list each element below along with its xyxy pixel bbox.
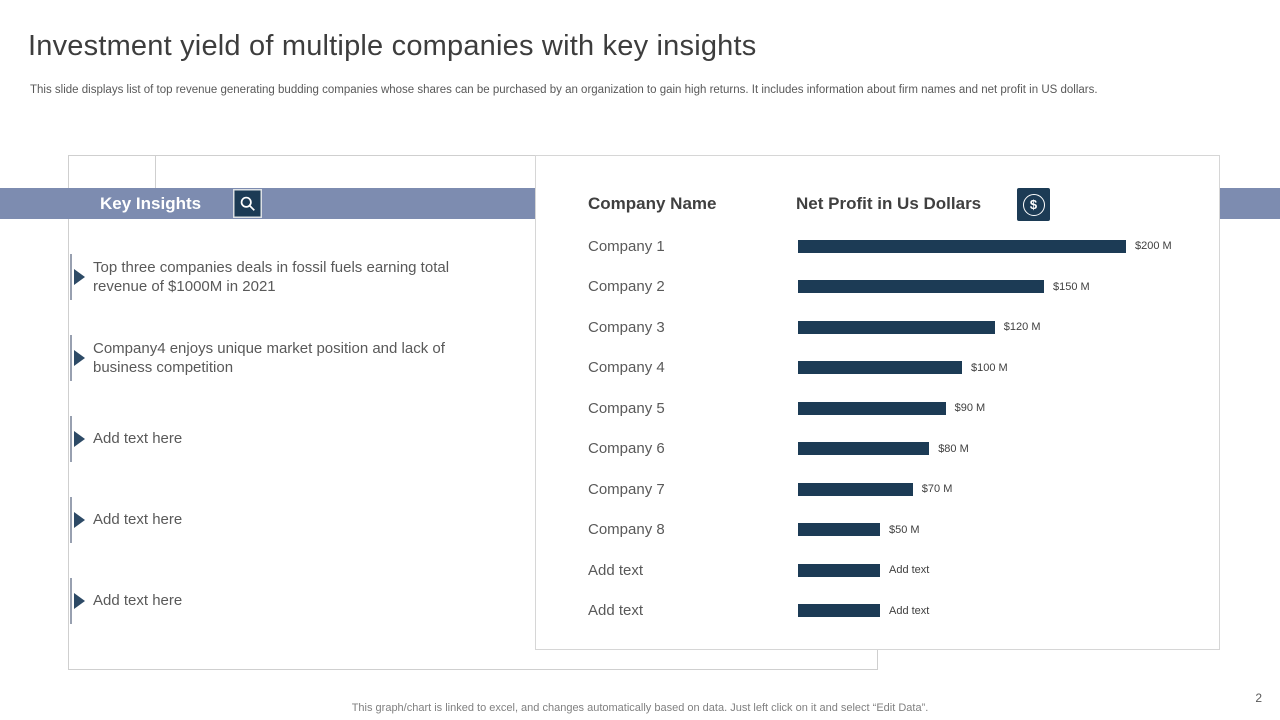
chart-header: Company Name Net Profit in Us Dollars $	[536, 188, 1219, 222]
bar-value-label: $50 M	[889, 523, 920, 536]
profit-bar	[798, 442, 930, 456]
key-insight-text: Company4 enjoys unique market position a…	[93, 339, 445, 376]
chart-row: Company 5 $90 M	[536, 388, 1219, 429]
net-profit-header: Net Profit in Us Dollars	[796, 194, 982, 213]
key-insight-text: Add text here	[93, 592, 183, 609]
company-name-header: Company Name	[588, 194, 717, 213]
profit-bar	[798, 523, 880, 537]
page-title: Investment yield of multiple companies w…	[28, 30, 757, 62]
panel-tab-divider	[155, 155, 156, 188]
profit-bar	[798, 401, 946, 415]
company-name-label: Company 4	[588, 359, 665, 377]
key-insight-text: Add text here	[93, 430, 183, 447]
chart-row: Company 8 $50 M	[536, 510, 1219, 551]
key-insight-item: Top three companies deals in fossil fuel…	[68, 236, 508, 317]
company-name-label[interactable]: Add text	[588, 602, 644, 620]
bar-value-label: $150 M	[1053, 280, 1090, 293]
chart-row: Company 2 $150 M	[536, 267, 1219, 308]
key-insight-item: Company4 enjoys unique market position a…	[68, 317, 508, 398]
bar-value-label: $90 M	[954, 402, 986, 415]
key-insight-text: Top three companies deals in fossil fuel…	[93, 258, 450, 295]
company-name-label: Company 7	[588, 480, 665, 498]
chart-row: Company 4 $100 M	[536, 348, 1219, 389]
bar-value-label: $70 M	[921, 483, 953, 496]
arrow-bullet-icon	[68, 334, 90, 381]
company-name-label[interactable]: Add text	[588, 561, 644, 579]
arrow-bullet-icon	[68, 496, 90, 543]
chart-row: Company 7 $70 M	[536, 469, 1219, 510]
chart-row: Company 6 $80 M	[536, 429, 1219, 470]
arrow-bullet-icon	[68, 415, 90, 462]
profit-bar	[798, 320, 995, 334]
profit-bar	[798, 239, 1126, 253]
chart-rows: Company 1 $200 M Company 2 $150 M Company 3 $…	[536, 226, 1219, 631]
arrow-bullet-icon	[68, 253, 90, 300]
key-insights-list: Top three companies deals in fossil fuel…	[68, 236, 508, 641]
bar-value-label: Add text	[889, 604, 930, 617]
chart-row: Company 3 $120 M	[536, 307, 1219, 348]
key-insight-item[interactable]: Add text here	[68, 560, 508, 641]
company-name-label: Company 6	[588, 440, 665, 458]
footer-note: This graph/chart is linked to excel, and…	[351, 702, 929, 714]
bar-value-label: $120 M	[1003, 321, 1041, 334]
bar-value-label: $100 M	[971, 361, 1008, 374]
bar-value-label: $80 M	[938, 442, 969, 455]
bar-value-label: $200 M	[1135, 240, 1172, 253]
page-number: 2	[1255, 691, 1262, 705]
key-insight-item[interactable]: Add text here	[68, 398, 508, 479]
chart-row: Add text Add text	[536, 591, 1219, 632]
arrow-bullet-icon	[68, 577, 90, 624]
key-insight-item[interactable]: Add text here	[68, 479, 508, 560]
key-insights-header-label: Key Insights	[100, 193, 202, 213]
bar-value-label: Add text	[889, 564, 930, 577]
key-insights-header: Key Insights	[100, 188, 201, 219]
chart-row: Company 1 $200 M	[536, 226, 1219, 267]
chart-card[interactable]: Company Name Net Profit in Us Dollars $ …	[535, 155, 1220, 650]
chart-row: Add text Add text	[536, 550, 1219, 591]
key-insight-text: Add text here	[93, 511, 183, 528]
company-name-label: Company 3	[588, 318, 665, 336]
company-name-label: Company 1	[588, 237, 665, 255]
page-subtitle: This slide displays list of top revenue …	[30, 84, 1098, 96]
magnifier-icon	[233, 189, 262, 218]
company-name-label: Company 5	[588, 399, 665, 417]
dollar-icon: $	[1017, 188, 1050, 221]
profit-bar	[798, 563, 880, 577]
profit-bar	[798, 482, 913, 496]
profit-bar	[798, 280, 1044, 294]
profit-bar	[798, 361, 962, 375]
company-name-label: Company 8	[588, 521, 665, 539]
profit-bar	[798, 604, 880, 618]
company-name-label: Company 2	[588, 278, 665, 296]
